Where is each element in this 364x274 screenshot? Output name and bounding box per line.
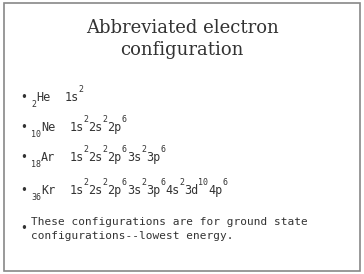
Text: Kr: Kr <box>41 184 55 197</box>
Text: 2: 2 <box>83 115 88 124</box>
Text: 2p: 2p <box>108 184 122 197</box>
Text: 6: 6 <box>160 145 165 154</box>
Text: 3d: 3d <box>184 184 198 197</box>
Text: 2: 2 <box>78 85 83 93</box>
Text: 2: 2 <box>31 100 36 109</box>
Text: 2s: 2s <box>88 121 103 134</box>
Text: 2: 2 <box>83 145 88 154</box>
Text: 2s: 2s <box>88 151 103 164</box>
Text: 6: 6 <box>122 145 127 154</box>
Text: 2: 2 <box>103 145 108 154</box>
Text: •: • <box>20 222 27 235</box>
Text: •: • <box>20 151 27 164</box>
Text: 4p: 4p <box>209 184 223 197</box>
Text: 1s: 1s <box>64 91 79 104</box>
Text: 3s: 3s <box>127 184 141 197</box>
Text: Ar: Ar <box>41 151 55 164</box>
Text: 3p: 3p <box>146 184 160 197</box>
Text: 10: 10 <box>31 130 41 139</box>
Text: 2p: 2p <box>108 151 122 164</box>
Text: 3p: 3p <box>146 151 160 164</box>
Text: 6: 6 <box>160 178 165 187</box>
Text: 2: 2 <box>103 115 108 124</box>
Text: These configurations are for ground state
configurations--lowest energy.: These configurations are for ground stat… <box>31 217 308 241</box>
Text: 3s: 3s <box>127 151 141 164</box>
Text: 6: 6 <box>223 178 228 187</box>
Text: 4s: 4s <box>165 184 179 197</box>
FancyBboxPatch shape <box>4 3 360 271</box>
Text: He: He <box>36 91 50 104</box>
Text: 2: 2 <box>103 178 108 187</box>
Text: 1s: 1s <box>69 121 83 134</box>
Text: 2: 2 <box>83 178 88 187</box>
Text: 10: 10 <box>198 178 209 187</box>
Text: •: • <box>20 121 27 134</box>
Text: Ne: Ne <box>41 121 55 134</box>
Text: Abbreviated electron
configuration: Abbreviated electron configuration <box>86 19 278 59</box>
Text: 1s: 1s <box>69 151 83 164</box>
Text: 1s: 1s <box>69 184 83 197</box>
Text: 36: 36 <box>31 193 41 202</box>
Text: 2p: 2p <box>108 121 122 134</box>
Text: 2: 2 <box>141 145 146 154</box>
Text: 18: 18 <box>31 160 41 169</box>
Text: 6: 6 <box>122 115 127 124</box>
Text: 2: 2 <box>179 178 184 187</box>
Text: •: • <box>20 184 27 197</box>
Text: 2: 2 <box>141 178 146 187</box>
Text: 2s: 2s <box>88 184 103 197</box>
Text: •: • <box>20 91 27 104</box>
Text: 6: 6 <box>122 178 127 187</box>
